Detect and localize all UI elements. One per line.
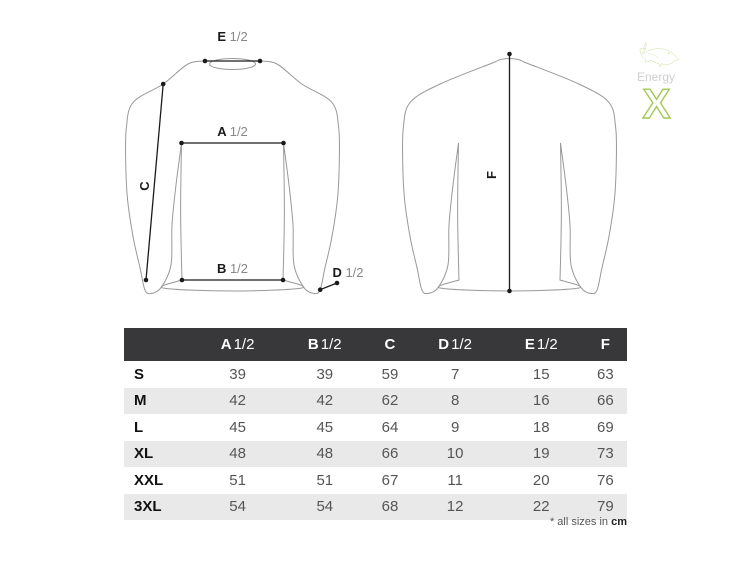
svg-text:F: F (484, 171, 499, 179)
svg-text:X: X (642, 80, 670, 120)
svg-text:B 1/2: B 1/2 (217, 261, 248, 276)
svg-text:A 1/2: A 1/2 (217, 124, 248, 139)
svg-text:C: C (137, 181, 152, 191)
svg-text:E 1/2: E 1/2 (217, 29, 247, 44)
